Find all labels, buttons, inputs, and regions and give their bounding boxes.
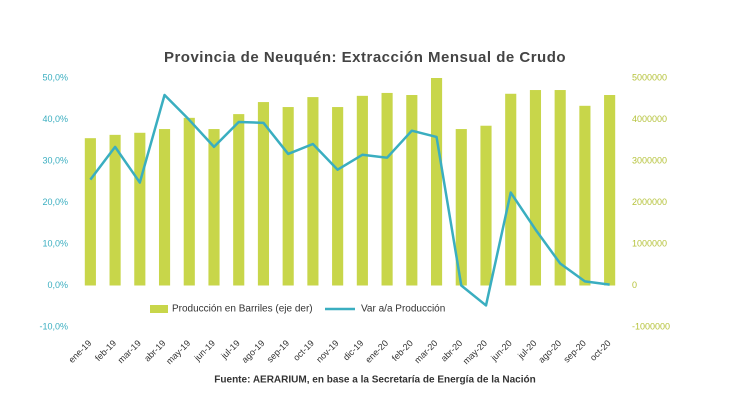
- x-tick-label: sep-19: [265, 338, 292, 365]
- x-tick-label: ago-20: [536, 338, 563, 365]
- y-tick-label: 20,0%: [42, 197, 68, 207]
- chart-title: Provincia de Neuquén: Extracción Mensual…: [164, 49, 566, 66]
- x-tick-label: feb-20: [390, 338, 415, 363]
- legend-label: Var a/a Producción: [361, 304, 445, 315]
- bar: [208, 129, 220, 286]
- x-tick-label: mar-19: [116, 338, 143, 365]
- bar: [356, 95, 368, 286]
- bar: [332, 107, 344, 286]
- x-tick-label: dic-19: [341, 338, 365, 362]
- bar: [257, 102, 270, 286]
- x-tick-label: feb-19: [93, 338, 118, 363]
- x-tick-label: jun-20: [488, 338, 513, 363]
- line: [89, 93, 610, 307]
- x-tick-label: mar-20: [412, 338, 439, 365]
- bar: [579, 105, 591, 286]
- bar: [134, 132, 146, 286]
- y-tick-label: 0,0%: [47, 280, 68, 290]
- bar: [480, 125, 492, 286]
- x-tick-label: ene-19: [67, 338, 94, 365]
- bar: [233, 114, 245, 286]
- y-tick-label: 30,0%: [42, 155, 68, 165]
- y2-tick-label: 1000000: [632, 238, 667, 248]
- x-tick-label: sep-20: [561, 338, 588, 365]
- bar: [430, 78, 443, 286]
- bar: [109, 134, 121, 286]
- x-tick-label: nov-19: [314, 338, 341, 365]
- bar: [307, 97, 319, 286]
- x-tick-label: jun-19: [192, 338, 217, 363]
- y2-tick-label: -1000000: [632, 321, 670, 331]
- x-tick-label: oct-19: [291, 338, 316, 363]
- bar: [529, 90, 542, 286]
- bar: [381, 92, 393, 286]
- y-tick-label: -10,0%: [39, 321, 68, 331]
- bar: [554, 90, 566, 286]
- y2-tick-label: 2000000: [632, 197, 667, 207]
- x-tick-label: oct-20: [588, 338, 613, 363]
- y2-tick-label: 4000000: [632, 114, 667, 124]
- bar: [84, 138, 96, 286]
- bar: [505, 93, 517, 286]
- legend-label: Producción en Barriles (eje der): [172, 304, 313, 315]
- x-tick-label: may-20: [461, 338, 489, 366]
- bar: [455, 129, 467, 286]
- x-tick-label: ago-19: [240, 338, 267, 365]
- bar: [183, 117, 195, 286]
- y2-tick-label: 3000000: [632, 155, 667, 165]
- x-tick-label: ene-20: [363, 338, 390, 365]
- x-tick-label: may-19: [164, 338, 192, 366]
- y-tick-label: 40,0%: [42, 114, 68, 124]
- bar: [158, 129, 171, 286]
- bar: [406, 95, 418, 286]
- y-tick-label: 10,0%: [42, 238, 68, 248]
- y2-tick-label: 5000000: [632, 72, 667, 82]
- legend-swatch: [150, 305, 168, 313]
- y-tick-label: 50,0%: [42, 72, 68, 82]
- bar: [282, 107, 294, 286]
- y2-tick-label: 0: [632, 280, 637, 290]
- bar: [604, 95, 616, 286]
- source-note: Fuente: AERARIUM, en base a la Secretarí…: [214, 375, 535, 386]
